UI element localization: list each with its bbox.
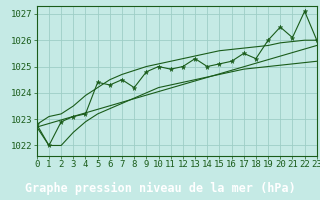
Text: Graphe pression niveau de la mer (hPa): Graphe pression niveau de la mer (hPa) [25,182,295,195]
